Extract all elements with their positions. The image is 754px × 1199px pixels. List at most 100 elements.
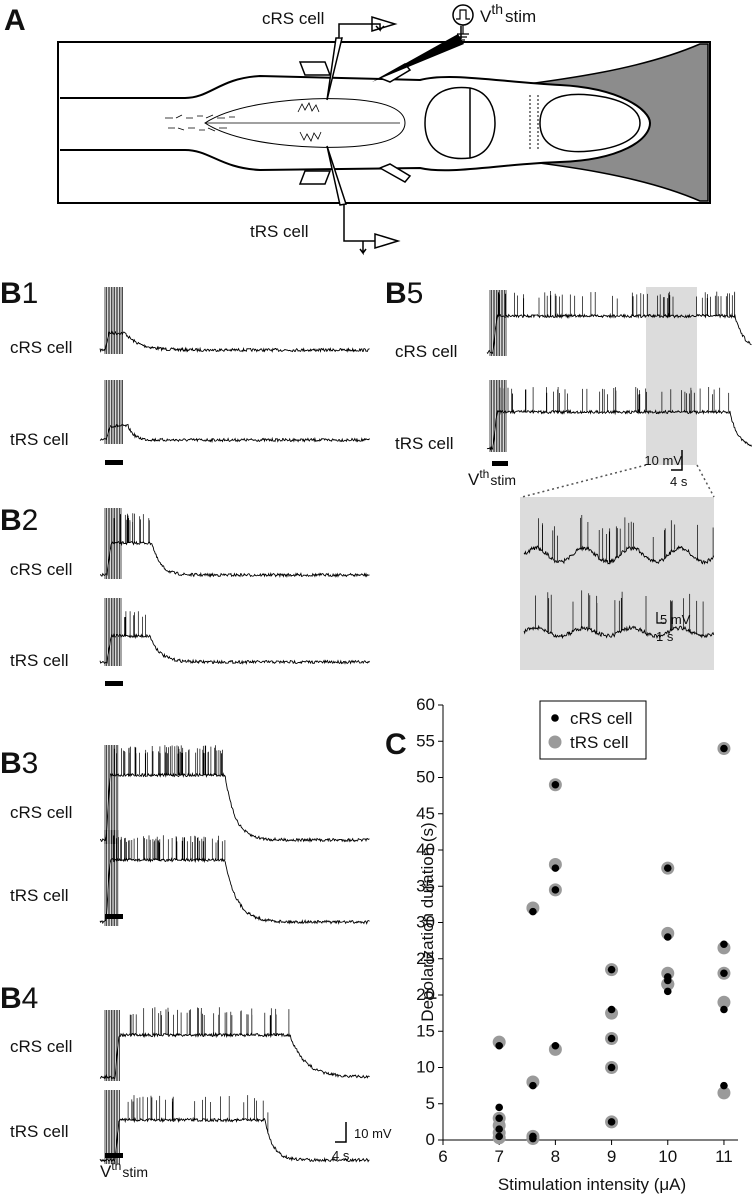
legend-box [539,700,647,760]
panel-letter: B [0,747,22,780]
legend-marker [548,735,562,749]
x-tick-label: 11 [715,1147,733,1166]
trace [99,380,370,444]
trace-label: tRS cell [395,434,454,453]
scale-bar [335,1122,347,1143]
stim-sup: th [111,1159,121,1173]
panel-label: B5 [385,277,423,310]
point [720,744,728,753]
y-tick-label: 15 [416,1021,435,1040]
trace-label: tRS cell [10,1122,69,1141]
inset-scale-voltage: 5 mV [660,612,691,627]
point [607,1034,616,1043]
y-tick-label: 10 [416,1058,435,1077]
trace-label: cRS cell [10,338,72,357]
y-tick-label: 40 [416,840,435,859]
trace-spikes [104,1090,269,1164]
y-tick-label: 0 [426,1130,435,1149]
point [551,1041,560,1050]
trs-amplifier [343,204,401,256]
trace-spikes [104,287,123,354]
scale-time: 4 s [670,474,688,489]
trace-line [99,423,370,444]
zoom-lines [521,464,715,498]
trace-label: tRS cell [10,886,69,905]
y-tick-label: 5 [426,1094,435,1113]
stim-sup: th [491,1,503,17]
point [663,864,672,872]
panel-label: B2 [0,504,38,537]
pins [298,61,412,185]
y-tick-label: 25 [416,949,435,968]
stim-bar [105,1153,123,1158]
y-tick-label: 60 [416,695,435,714]
x-tick-label: 7 [494,1147,503,1166]
stim-bar [105,460,123,465]
point [529,907,537,916]
trs-electrode [326,145,347,206]
trace-label: tRS cell [10,651,69,670]
panel-number: 3 [22,747,39,780]
trace [523,515,715,565]
panel-letter: B [0,277,22,310]
neurons [165,102,322,142]
y-tick-label: 50 [416,768,435,787]
trace-line [99,330,370,353]
y-tick-label: 20 [416,985,435,1004]
point [717,1086,731,1100]
legend-marker [551,714,559,722]
x-tick-label: 10 [658,1147,677,1166]
panel-number: 5 [407,277,424,310]
panel-label: B1 [0,277,38,310]
trace-spikes [104,830,226,926]
stimulator [452,4,474,26]
panel-letter: B [0,504,22,537]
trace-line [486,312,752,355]
point [663,933,672,941]
forebrain [539,93,641,153]
stim-label: Vthstim [468,467,516,489]
x-tick-label: 9 [607,1147,616,1166]
trace-spikes [535,590,704,636]
x-axis-label: Stimulation intensity (μA) [498,1175,686,1194]
trace-label: cRS cell [395,342,457,361]
panel-label: A [4,4,26,37]
trace-line [523,624,715,640]
crs-label: cRS cell [262,9,324,28]
point [607,1063,616,1072]
point [551,864,560,872]
trace-spikes [104,1007,290,1081]
x-tick-label: 8 [551,1147,560,1166]
stim-sub: stim [122,1164,148,1180]
scale-voltage: 10 mV [644,453,682,468]
point [720,1005,728,1014]
panel-number: 4 [22,982,39,1015]
legend-label: tRS cell [570,733,629,752]
panel-label: C [385,728,407,761]
scale-bar [671,450,683,471]
point [495,1125,503,1133]
trace-spikes [104,508,150,579]
stim-base: V [468,470,480,489]
trs-label: tRS cell [250,222,309,241]
trace-line [486,409,753,451]
x-tick-label: 6 [438,1147,447,1166]
trace-line [99,1116,370,1163]
trace [486,380,753,452]
point [720,969,728,978]
trace-label: cRS cell [10,803,72,822]
point [607,1118,616,1126]
point [551,780,560,789]
point [607,1005,616,1014]
scale-voltage: 10 mV [354,1126,392,1141]
point [495,1041,503,1050]
point [720,940,728,949]
trace-spikes [489,380,730,452]
y-tick-label: 55 [416,731,435,750]
trace [486,290,752,356]
stim-base: V [480,7,492,26]
panel-label: B4 [0,982,38,1015]
point [717,995,731,1009]
inset-scale-bar [656,612,666,624]
